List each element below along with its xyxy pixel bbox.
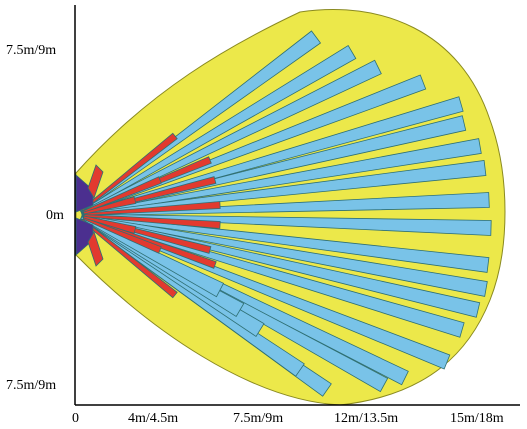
mid-detection-zone: [83, 214, 221, 229]
mid-zone-group: [81, 132, 221, 299]
near-detection-zone-edge: [87, 164, 104, 199]
near-detection-zone: [75, 174, 94, 213]
x-tick-label-4: 15m/18m: [450, 411, 504, 426]
mid-detection-zone: [81, 218, 178, 299]
x-tick-label-1: 4m/4.5m: [128, 411, 178, 426]
mid-detection-zone: [83, 196, 137, 215]
long-detection-zone: [80, 216, 225, 298]
mid-detection-zone: [82, 176, 162, 214]
y-tick-label-bottom: 7.5m/9m: [6, 378, 56, 393]
y-tick-label-top: 7.5m/9m: [6, 43, 56, 58]
near-detection-zone-edge: [87, 231, 104, 267]
near-zone-group: [75, 164, 104, 267]
x-tick-label-3: 12m/13.5m: [334, 411, 398, 426]
x-tick-label-0: 0: [72, 411, 79, 426]
y-tick-label-center: 0m: [46, 208, 64, 223]
mid-detection-zone: [83, 215, 137, 234]
x-tick-label-2: 7.5m/9m: [233, 411, 283, 426]
